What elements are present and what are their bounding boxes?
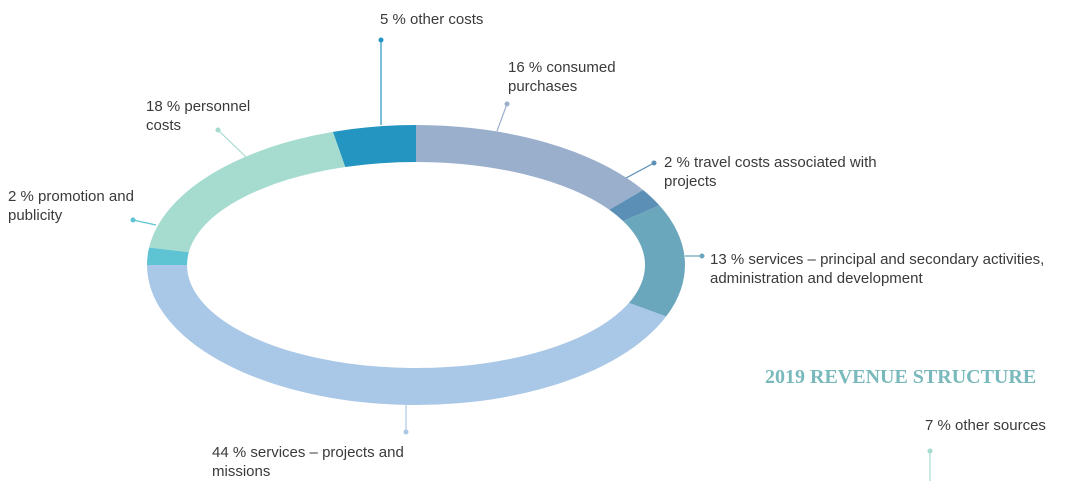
value-label: 13 % [710, 251, 745, 268]
leader-dot [651, 160, 657, 166]
donut-segment [147, 247, 189, 265]
leader-line [132, 219, 157, 226]
leader-line [496, 103, 508, 132]
leader-line [625, 162, 655, 179]
category-label: other costs [410, 11, 484, 28]
leader-dot [699, 253, 705, 259]
category-label: services – projects and missions [212, 444, 404, 480]
donut-segment [332, 125, 416, 168]
segment-label: 18 % personnel costs [146, 97, 276, 135]
leader-dot [927, 448, 933, 454]
donut-segment [609, 189, 660, 222]
segment-label: 5 % other costs [380, 10, 580, 29]
leader-dot [378, 37, 384, 43]
segment-label: 7 % other sources [925, 416, 1069, 435]
donut-segment [147, 265, 667, 405]
category-label: travel costs associated with projects [664, 154, 877, 190]
segment-label: 13 % services – principal and secondary … [710, 250, 1069, 288]
leader-dot [504, 101, 510, 107]
value-label: 16 % [508, 59, 543, 76]
leader-dot [403, 429, 409, 435]
donut-segment [149, 131, 346, 253]
segment-label: 2 % promotion and publicity [8, 187, 138, 225]
leader-dot [130, 217, 136, 223]
segment-label: 16 % consumed purchases [508, 58, 648, 96]
value-label: 18 % [146, 98, 181, 115]
donut-segment [416, 125, 644, 210]
segment-label: 2 % travel costs associated with project… [664, 153, 904, 191]
value-label: 2 % [8, 188, 34, 205]
value-label: 7 % [925, 417, 951, 434]
category-label: services – principal and secondary activ… [710, 251, 1045, 287]
category-label: consumed purchases [508, 59, 616, 95]
chart-title: 2019 REVENUE STRUCTURE [765, 366, 1037, 388]
category-label: other sources [955, 417, 1046, 434]
donut-segment [623, 205, 686, 317]
segment-label: 44 % services – projects and missions [212, 443, 412, 481]
value-label: 44 % [212, 444, 247, 461]
value-label: 2 % [664, 154, 690, 171]
leader-line [217, 129, 247, 158]
category-label: personnel costs [146, 98, 251, 134]
category-label: promotion and publicity [8, 188, 134, 224]
leader-dot [215, 127, 221, 133]
value-label: 5 % [380, 11, 406, 28]
